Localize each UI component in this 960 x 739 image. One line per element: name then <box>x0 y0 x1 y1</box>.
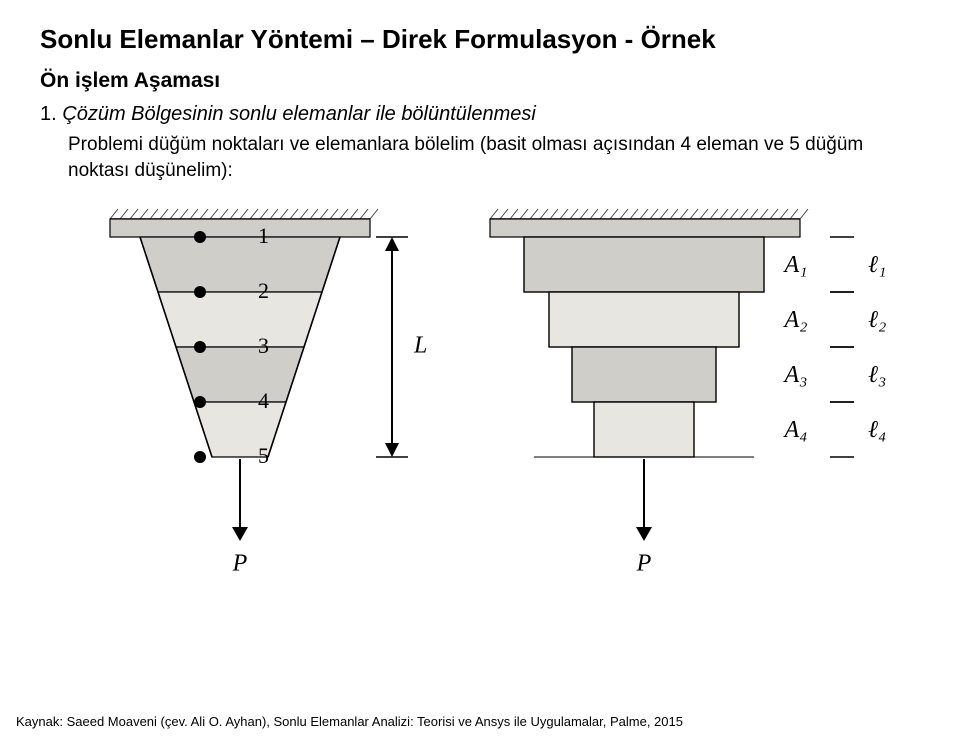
svg-text:4: 4 <box>258 388 269 413</box>
svg-text:A₁: A₁ <box>782 252 807 278</box>
svg-text:A₂: A₂ <box>782 307 807 333</box>
svg-text:1: 1 <box>258 223 269 248</box>
item-number: 1. <box>40 103 57 125</box>
svg-text:ℓ₂: ℓ₂ <box>868 307 886 333</box>
item-heading-text: Çözüm Bölgesinin sonlu elemanlar ile böl… <box>62 103 536 125</box>
svg-text:ℓ₄: ℓ₄ <box>868 417 886 443</box>
figure-container: 1 2 3 4 5 L P A₁ ℓ₁ A₂ ℓ₂ A₃ ℓ₃ A₄ ℓ₄ P <box>40 201 920 621</box>
svg-text:ℓ₁: ℓ₁ <box>868 252 886 278</box>
svg-text:3: 3 <box>258 333 269 358</box>
svg-text:ℓ₃: ℓ₃ <box>868 362 886 388</box>
svg-text:5: 5 <box>258 443 269 468</box>
svg-text:P: P <box>636 551 652 577</box>
figure-svg: 1 2 3 4 5 L P A₁ ℓ₁ A₂ ℓ₂ A₃ ℓ₃ A₄ ℓ₄ P <box>40 201 920 621</box>
svg-text:A₃: A₃ <box>782 362 807 388</box>
footer-citation: Kaynak: Saeed Moaveni (çev. Ali O. Ayhan… <box>16 714 683 729</box>
svg-text:A₄: A₄ <box>782 417 807 443</box>
svg-text:L: L <box>413 333 427 359</box>
page-title: Sonlu Elemanlar Yöntemi – Direk Formulas… <box>40 24 920 55</box>
section-subtitle: Ön işlem Aşaması <box>40 69 920 93</box>
item-description: Problemi düğüm noktaları ve elemanlara b… <box>68 132 920 183</box>
svg-text:P: P <box>232 551 248 577</box>
item-heading: 1. Çözüm Bölgesinin sonlu elemanlar ile … <box>40 103 920 126</box>
svg-text:2: 2 <box>258 278 269 303</box>
